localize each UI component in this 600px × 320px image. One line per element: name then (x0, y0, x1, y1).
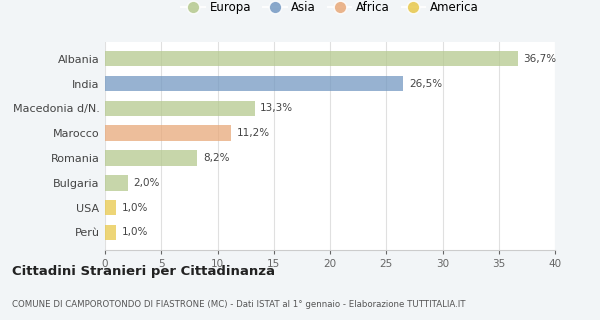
Text: 13,3%: 13,3% (260, 103, 293, 113)
Text: 26,5%: 26,5% (409, 79, 442, 89)
Text: Cittadini Stranieri per Cittadinanza: Cittadini Stranieri per Cittadinanza (12, 265, 275, 278)
Bar (105, 150, 197, 166)
Legend: Europa, Asia, Africa, America: Europa, Asia, Africa, America (176, 0, 484, 19)
Text: 36,7%: 36,7% (523, 54, 557, 64)
Bar (105, 200, 116, 215)
Text: 11,2%: 11,2% (236, 128, 270, 138)
Bar (105, 76, 403, 91)
Text: 2,0%: 2,0% (133, 178, 160, 188)
Text: 1,0%: 1,0% (122, 203, 148, 212)
Text: 1,0%: 1,0% (122, 228, 148, 237)
Bar (105, 51, 518, 67)
Text: 8,2%: 8,2% (203, 153, 229, 163)
Bar (105, 225, 116, 240)
Bar (105, 125, 231, 141)
Text: COMUNE DI CAMPOROTONDO DI FIASTRONE (MC) - Dati ISTAT al 1° gennaio - Elaborazio: COMUNE DI CAMPOROTONDO DI FIASTRONE (MC)… (12, 300, 466, 309)
Bar (105, 175, 128, 190)
Bar (105, 101, 254, 116)
